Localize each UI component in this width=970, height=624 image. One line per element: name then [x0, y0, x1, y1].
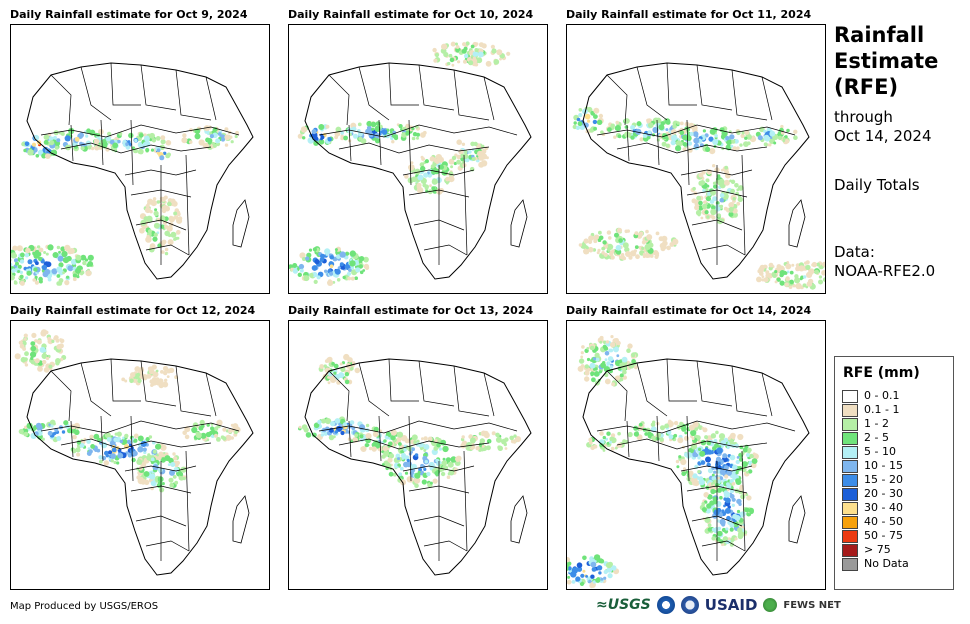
legend-swatch [842, 501, 858, 515]
panel-title: Daily Rainfall estimate for Oct 10, 2024 [288, 8, 534, 21]
legend-item: 15 - 20 [842, 473, 903, 487]
legend-label: > 75 [864, 543, 891, 556]
legend-item: No Data [842, 557, 909, 571]
madagascar-outline [788, 199, 806, 248]
legend-title: RFE (mm) [843, 365, 920, 381]
madagascar-outline [510, 495, 528, 544]
legend-label: 1 - 2 [864, 417, 889, 430]
side-title: Rainfall Estimate (RFE) [834, 22, 938, 100]
side-title-line: Estimate [834, 49, 939, 73]
rainfall-panel-oct-14: Daily Rainfall estimate for Oct 14, 2024 [566, 304, 826, 594]
rainfall-field [298, 353, 521, 488]
totals-label: Daily Totals [834, 176, 920, 194]
country-borders [40, 358, 240, 561]
continent-outline [26, 62, 254, 280]
rainfall-panel-oct-13: Daily Rainfall estimate for Oct 13, 2024 [288, 304, 548, 594]
country-borders [596, 62, 796, 265]
legend-item: 50 - 75 [842, 529, 903, 543]
country-borders [318, 358, 518, 561]
legend-swatch [842, 515, 858, 529]
rainfall-field [567, 335, 759, 589]
legend-swatch [842, 557, 858, 571]
through-date: Oct 14, 2024 [834, 127, 932, 145]
rainfall-panel-oct-9: Daily Rainfall estimate for Oct 9, 2024 [10, 8, 270, 298]
legend-label: No Data [864, 557, 909, 570]
legend-item: 40 - 50 [842, 515, 903, 529]
madagascar-outline [788, 495, 806, 544]
rainfall-panel-oct-11: Daily Rainfall estimate for Oct 11, 2024 [566, 8, 826, 298]
legend-swatch [842, 473, 858, 487]
legend-item: 0 - 0.1 [842, 389, 899, 403]
legend-swatch [842, 403, 858, 417]
country-borders [596, 358, 796, 561]
panel-title: Daily Rainfall estimate for Oct 14, 2024 [566, 304, 812, 317]
legend-swatch [842, 543, 858, 557]
africa-map [10, 24, 270, 294]
side-title-line: Rainfall [834, 23, 925, 47]
panel-title: Daily Rainfall estimate for Oct 9, 2024 [10, 8, 248, 21]
rainfall-field [572, 106, 825, 290]
legend-label: 0 - 0.1 [864, 389, 900, 402]
africa-map [566, 320, 826, 590]
legend-swatch [842, 417, 858, 431]
fews-globe-icon [763, 598, 778, 612]
legend-label: 20 - 30 [864, 487, 903, 500]
legend-label: 40 - 50 [864, 515, 903, 528]
africa-map [288, 320, 548, 590]
legend-item: > 75 [842, 543, 891, 557]
africa-map [566, 24, 826, 294]
legend-label: 2 - 5 [864, 431, 889, 444]
legend-item: 5 - 10 [842, 445, 896, 459]
legend-item: 10 - 15 [842, 459, 903, 473]
panel-title: Daily Rainfall estimate for Oct 12, 2024 [10, 304, 256, 317]
map-credit: Map Produced by USGS/EROS [10, 601, 159, 612]
country-borders [318, 62, 518, 265]
africa-map [288, 24, 548, 294]
legend-label: 10 - 15 [864, 459, 903, 472]
panel-title: Daily Rainfall estimate for Oct 11, 2024 [566, 8, 812, 21]
legend-swatch [842, 529, 858, 543]
continent-outline [304, 358, 532, 576]
legend-swatch [842, 445, 858, 459]
legend-item: 20 - 30 [842, 487, 903, 501]
logos: ≈USGS USAID FEWS NET [596, 596, 847, 620]
noaa-logo-icon [656, 596, 675, 614]
rainfall-panel-oct-10: Daily Rainfall estimate for Oct 10, 2024 [288, 8, 548, 298]
legend-label: 0.1 - 1 [864, 403, 900, 416]
fews-net-logo: FEWS NET [783, 599, 841, 611]
rainfall-panel-oct-12: Daily Rainfall estimate for Oct 12, 2024 [10, 304, 270, 594]
legend-swatch [842, 431, 858, 445]
commerce-seal-icon [680, 596, 699, 614]
legend-swatch [842, 459, 858, 473]
legend-item: 30 - 40 [842, 501, 903, 515]
rainfall-field [289, 41, 511, 286]
madagascar-outline [232, 199, 250, 248]
legend-item: 2 - 5 [842, 431, 889, 445]
rainfall-field [14, 329, 241, 493]
legend-item: 1 - 2 [842, 417, 889, 431]
usgs-logo: ≈USGS [596, 597, 651, 613]
through-label: through [834, 108, 893, 126]
data-source: NOAA-RFE2.0 [834, 262, 936, 280]
madagascar-outline [510, 199, 528, 248]
usaid-logo: USAID [704, 596, 758, 614]
legend-swatch [842, 389, 858, 403]
madagascar-outline [232, 495, 250, 544]
legend-swatch [842, 487, 858, 501]
legend-label: 30 - 40 [864, 501, 903, 514]
legend-item: 0.1 - 1 [842, 403, 899, 417]
legend-label: 5 - 10 [864, 445, 896, 458]
side-title-line: (RFE) [834, 75, 899, 99]
data-label: Data: [834, 243, 875, 261]
africa-map [10, 320, 270, 590]
legend-label: 50 - 75 [864, 529, 903, 542]
country-borders [40, 62, 240, 265]
rainfall-field [11, 125, 240, 286]
legend-label: 15 - 20 [864, 473, 903, 486]
panel-title: Daily Rainfall estimate for Oct 13, 2024 [288, 304, 534, 317]
